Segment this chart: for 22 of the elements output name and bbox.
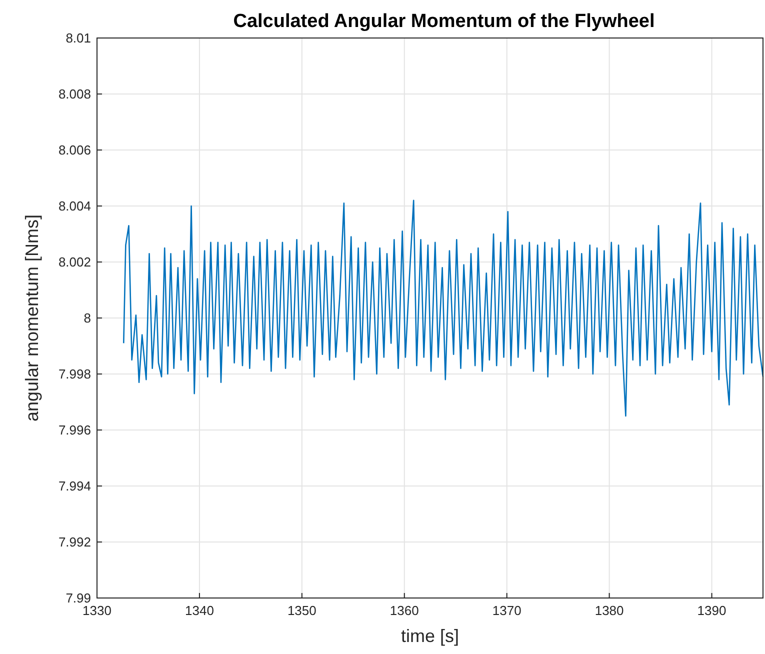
y-tick-label: 7.998 xyxy=(58,366,91,382)
x-tick-label: 1330 xyxy=(82,603,112,618)
x-tick-label: 1350 xyxy=(287,603,316,618)
y-tick-label: 8.008 xyxy=(58,86,91,102)
y-tick-label: 8.01 xyxy=(66,30,91,46)
x-axis-title: time [s] xyxy=(400,626,460,646)
x-tick-label: 1360 xyxy=(390,603,419,618)
y-axis-title: angular momentum [Nms] xyxy=(22,214,42,422)
x-tick-label: 1380 xyxy=(594,603,624,618)
line-series xyxy=(122,200,764,417)
y-tick-label: 7.992 xyxy=(58,534,91,550)
y-tick-label: 8 xyxy=(84,310,91,326)
y-tick-label: 8.004 xyxy=(58,198,91,214)
y-tick-label: 8.006 xyxy=(58,142,91,158)
y-tick-label: 8.002 xyxy=(58,254,91,270)
x-tick-label: 1390 xyxy=(697,603,726,618)
chart-title: Calculated Angular Momentum of the Flywheel xyxy=(233,11,655,32)
x-tick-label: 1340 xyxy=(185,603,214,618)
y-tick-label: 7.996 xyxy=(58,422,91,438)
y-tick-label: 7.994 xyxy=(58,478,91,494)
x-tick-label: 1370 xyxy=(492,603,522,618)
y-tick-label: 7.99 xyxy=(66,590,91,606)
